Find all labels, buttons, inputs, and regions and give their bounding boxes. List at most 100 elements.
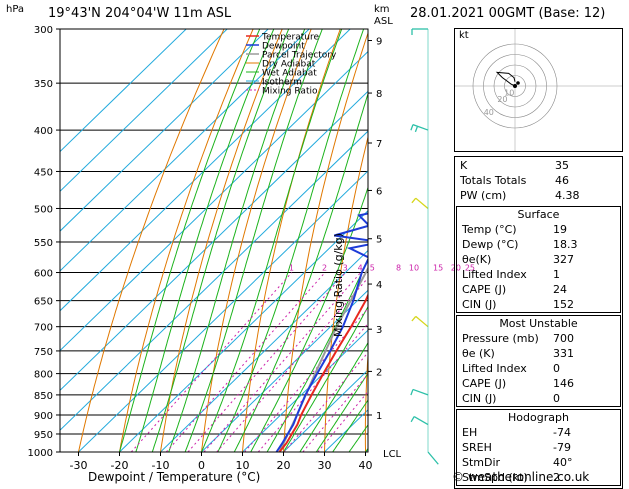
wind-barb-feather	[415, 126, 417, 132]
mixing-ratio-line	[166, 273, 325, 453]
km-tick-label: 6	[376, 186, 382, 197]
table-row: θe(K)327	[457, 252, 620, 267]
row-label: CIN (J)	[462, 297, 496, 312]
km-tick-label: 9	[376, 37, 382, 48]
table-row: EH -74	[457, 425, 620, 440]
row-value: 152	[553, 297, 615, 312]
row-value: 18.3	[553, 237, 615, 252]
km-tick-label: 7	[376, 139, 382, 150]
pressure-tick-label: 550	[34, 238, 53, 249]
row-value: 1	[553, 267, 615, 282]
pressure-tick-label: 600	[34, 269, 53, 280]
row-label: StmDir	[462, 455, 500, 470]
km-tick-label: 1	[376, 411, 382, 422]
row-label: Temp (°C)	[462, 222, 517, 237]
location-title: 19°43'N 204°04'W 11m ASL	[48, 6, 231, 21]
mixing-ratio-label: 5	[370, 264, 375, 273]
table-row: θe (K)331	[457, 346, 620, 361]
row-label: EH	[462, 425, 477, 440]
pressure-tick-label: 800	[34, 370, 53, 381]
row-value: 46	[555, 173, 617, 188]
row-value: -79	[553, 440, 615, 455]
row-value: 4.38	[555, 188, 617, 203]
hodograph-unit: kt	[459, 30, 469, 41]
wind-barb-feather	[412, 316, 416, 321]
isotherm-line	[0, 29, 186, 452]
temp-tick-label: -30	[70, 459, 88, 472]
hodograph-ring-label: 40	[484, 108, 494, 117]
mixing-ratio-label: 8	[396, 264, 401, 273]
row-label: CIN (J)	[462, 391, 496, 406]
row-value: 2	[553, 470, 615, 485]
row-value: 0	[553, 361, 615, 376]
mixing-ratio-label: 10	[409, 264, 419, 273]
row-label: θe (K)	[462, 346, 495, 361]
table-row: Lifted Index 1	[457, 267, 620, 282]
pressure-tick-label: 900	[34, 411, 53, 422]
row-label: Pressure (mb)	[462, 331, 539, 346]
table-row: Temp (°C)19	[457, 222, 620, 237]
row-label: SREH	[462, 440, 492, 455]
isotherm-line	[38, 29, 474, 452]
wind-barb	[428, 452, 438, 464]
storm-motion-marker	[516, 81, 520, 85]
pressure-tick-label: 400	[34, 126, 53, 137]
most-unstable-title: Most Unstable	[457, 316, 620, 331]
legend-label: Mixing Ratio	[262, 87, 318, 97]
mixing-ratio-label: 2	[322, 264, 327, 273]
temp-tick-label: 40	[359, 459, 373, 472]
hodograph-trace	[497, 72, 515, 86]
x-axis-label: Dewpoint / Temperature (°C)	[88, 470, 260, 484]
row-value: 0	[553, 391, 615, 406]
temp-tick-label: 30	[318, 459, 332, 472]
pressure-tick-label: 1000	[28, 448, 53, 459]
km-tick-label: 8	[376, 89, 382, 100]
mixing-ratio-label: 4	[358, 264, 363, 273]
table-row: Dewp (°C)18.3	[457, 237, 620, 252]
table-row: CAPE (J) 24	[457, 282, 620, 297]
row-label: Lifted Index	[462, 361, 527, 376]
row-label: Lifted Index	[462, 267, 527, 282]
hpa-label: hPa	[6, 4, 24, 15]
hodograph-origin	[513, 84, 517, 88]
lcl-label: LCL	[383, 449, 402, 460]
pressure-tick-label: 300	[34, 25, 53, 36]
pressure-tick-label: 350	[34, 79, 53, 90]
wind-barb-feather	[411, 417, 414, 422]
pressure-tick-label: 950	[34, 430, 53, 441]
mixing-ratio-label: 15	[433, 264, 443, 273]
row-value: 24	[553, 282, 615, 297]
km-label: km	[374, 4, 390, 15]
row-label: K	[460, 158, 467, 173]
mixing-ratio-axis-label: Mixing Ratio (g/kg)	[332, 233, 345, 337]
row-value: -74	[553, 425, 615, 440]
km-tick-label: 5	[376, 235, 382, 246]
temp-tick-label: 20	[277, 459, 291, 472]
km-tick-label: 2	[376, 367, 382, 378]
asl-label: ASL	[374, 16, 393, 27]
wind-barb	[413, 125, 428, 130]
hodograph-table-title: Hodograph	[457, 410, 620, 425]
row-label: θe(K)	[462, 252, 491, 267]
pressure-tick-label: 650	[34, 297, 53, 308]
row-label: StmSpd (kt)	[462, 470, 528, 485]
dry-adiabat-line	[365, 29, 427, 452]
row-label: CAPE (J)	[462, 282, 506, 297]
table-row: Lifted Index 0	[457, 361, 620, 376]
table-row: CIN (J) 152	[457, 297, 620, 312]
wind-barb-feather	[412, 198, 416, 203]
wind-barb	[416, 198, 428, 208]
datetime-title: 28.01.2021 00GMT (Base: 12)	[410, 6, 605, 21]
table-row: Pressure (mb)700	[457, 331, 620, 346]
